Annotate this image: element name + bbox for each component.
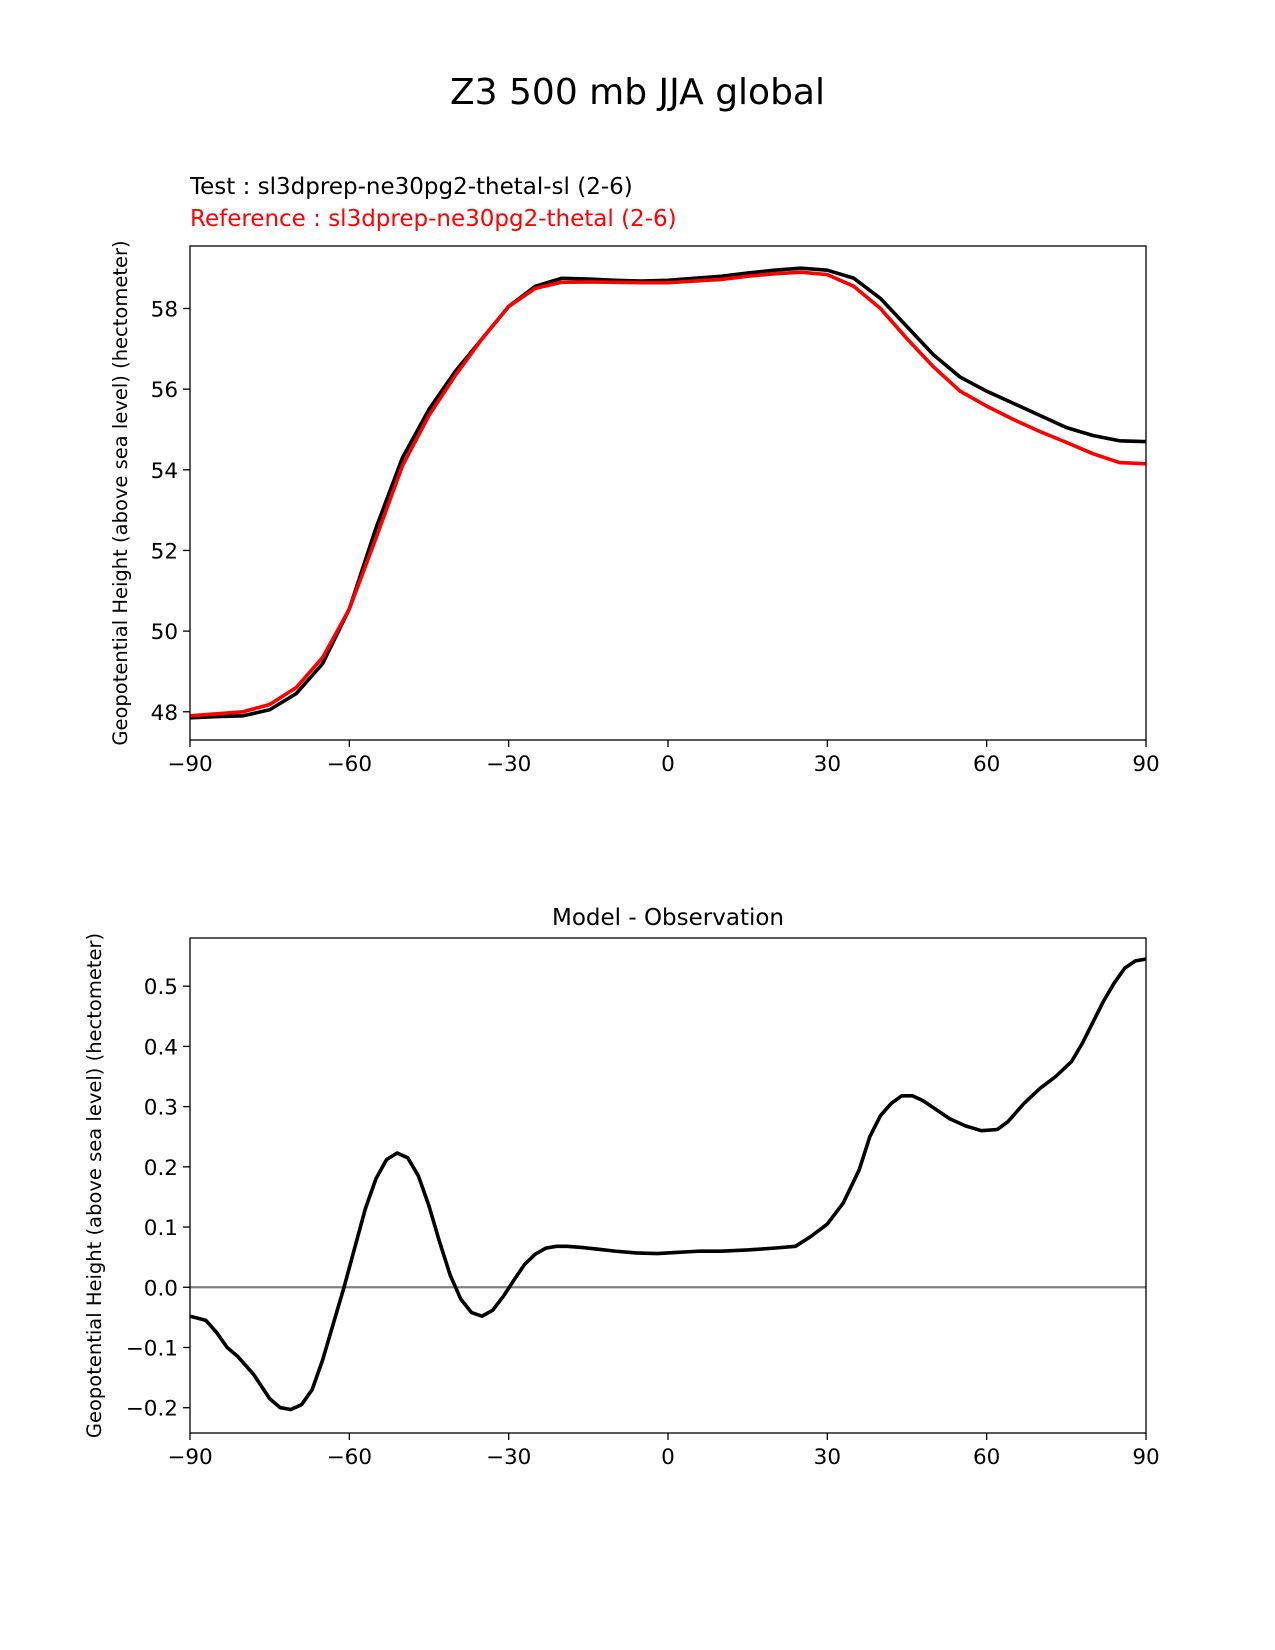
plot1-ytick-label: 52 (151, 539, 178, 564)
plot1-xtick-label: −60 (327, 752, 372, 777)
plot2-axes-frame (189, 937, 1147, 1434)
plot2-ytick-label: 0.4 (144, 1035, 178, 1060)
plot1-axes-frame (189, 245, 1147, 741)
plot2-title: Model - Observation (552, 905, 784, 931)
plot2-ytick-label: 0.5 (144, 975, 178, 1000)
plot1-ylabel: Geopotential Height (above sea level) (h… (109, 240, 132, 745)
figure-title: Z3 500 mb JJA global (450, 72, 825, 113)
legend-reference-label: Reference : sl3dprep-ne30pg2-thetal (2-6… (190, 206, 677, 232)
plot2-xtick-label: 90 (1132, 1445, 1159, 1470)
plot2-ytick-label: 0.1 (144, 1216, 178, 1241)
plot2-ylabel: Geopotential Height (above sea level) (h… (83, 933, 106, 1438)
plot1-ytick-label: 54 (151, 459, 178, 484)
plot1-ytick-label: 58 (151, 298, 178, 323)
plot2-series-1-line (189, 957, 1147, 1412)
plot2-xtick-label: −30 (486, 1445, 531, 1470)
plot1-xtick-label: −30 (486, 752, 531, 777)
plot2-ytick-label: −0.2 (126, 1397, 178, 1422)
plot2-ytick-label: 0.0 (144, 1276, 178, 1301)
plot2-xtick-label: 0 (661, 1445, 675, 1470)
plot1-ytick-label: 56 (151, 378, 178, 403)
plot2-ytick-label: 0.3 (144, 1096, 178, 1121)
plot2-ytick-label: −0.1 (126, 1336, 178, 1361)
legend-test-label: Test : sl3dprep-ne30pg2-thetal-sl (2-6) (190, 174, 633, 200)
plot1-ytick-label: 48 (151, 701, 178, 726)
plot1-xtick-label: 30 (814, 752, 841, 777)
plot2-xtick-label: −60 (327, 1445, 372, 1470)
plot1-series-2-line (189, 270, 1147, 718)
plot2-xtick-label: 30 (814, 1445, 841, 1470)
plot2-xtick-label: 60 (973, 1445, 1000, 1470)
plot2-ytick-label: 0.2 (144, 1156, 178, 1181)
plot1-ytick-label: 50 (151, 620, 178, 645)
plot2-xtick-label: −90 (167, 1445, 212, 1470)
plot1-xtick-label: 60 (973, 752, 1000, 777)
plot1-xtick-label: 0 (661, 752, 675, 777)
plot1-xtick-label: −90 (167, 752, 212, 777)
plot1-series-1-line (189, 266, 1147, 720)
plot1-xtick-label: 90 (1132, 752, 1159, 777)
